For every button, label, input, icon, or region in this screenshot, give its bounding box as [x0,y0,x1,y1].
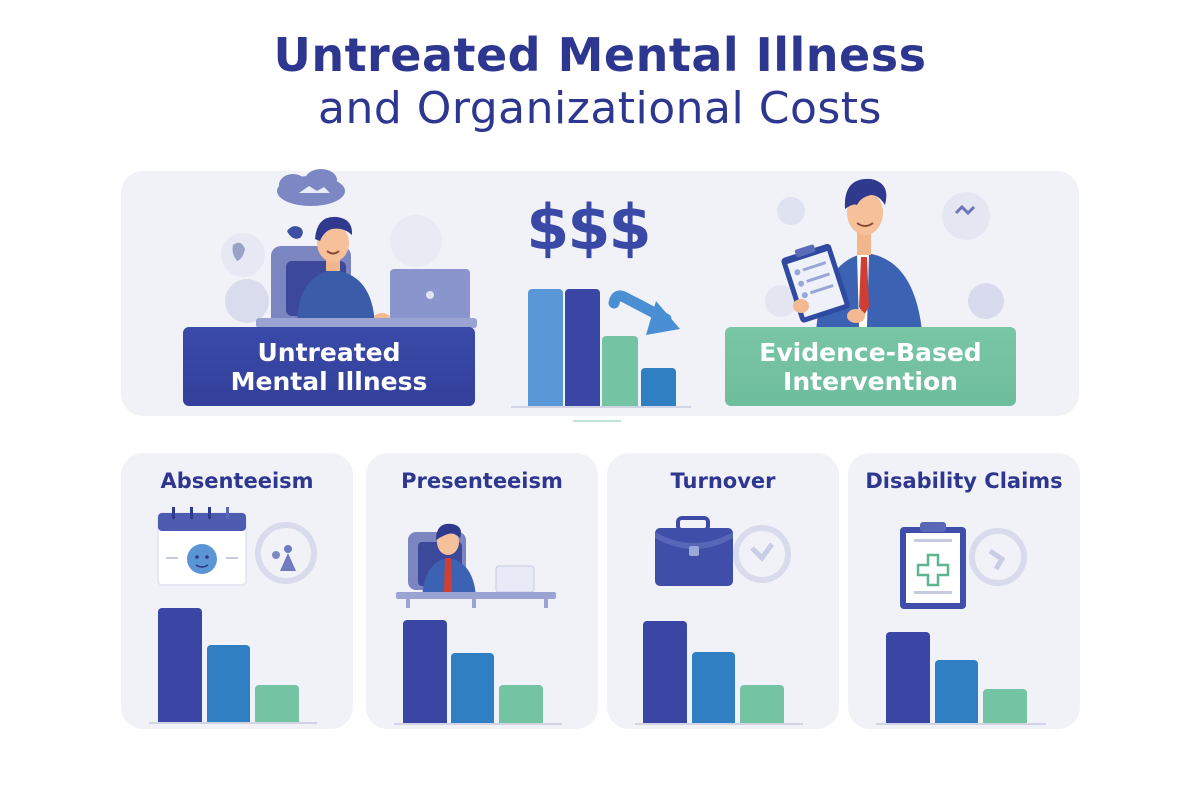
card-presenteeism: Presenteeism [366,453,598,729]
professional-with-clipboard-icon [765,178,1004,331]
chart-bar [207,645,250,722]
dollar-signs-icon: $$$ [526,191,651,264]
hero-panel: Untreated Mental Illness $$$ [121,169,1079,422]
chart-underline [573,420,621,422]
page-title: Untreated Mental Illness and Organizatio… [0,28,1200,136]
chart-bar [158,608,202,722]
chart-bar [643,621,687,723]
untreated-mental-illness-label: Untreated Mental Illness [183,327,475,406]
chart-bar [641,368,676,406]
cloud-thought-icon [277,169,345,206]
person-at-desk-icon [396,523,556,608]
calendar-icon [157,507,317,586]
card-turnover: Turnover [607,453,839,729]
title-line-2: and Organizational Costs [318,83,882,134]
chart-bar [499,685,543,723]
card-title: Absenteeism [160,469,314,493]
chart-bar [692,652,735,723]
chart-baseline [511,406,691,408]
chart-bar [451,653,494,723]
chart-bar [740,685,784,723]
card-disability-claims: Disability Claims [848,453,1080,729]
card-absenteeism: Absenteeism [121,453,353,729]
card-title: Presenteeism [401,469,563,493]
left-label-line-1: Untreated [257,337,401,367]
chart-bar [255,685,299,722]
chart-bar [886,632,930,723]
worried-person-at-desk-icon [221,169,477,328]
chart-baseline [635,723,803,725]
chart-bar [528,289,563,406]
card-title: Disability Claims [865,469,1063,493]
chart-bar [403,620,447,723]
chart-baseline [876,723,1046,725]
right-label-line-2: Intervention [783,366,958,396]
chart-baseline [149,722,317,724]
chart-bar [935,660,978,723]
chart-bar [565,289,600,406]
chart-bar [602,336,638,406]
right-label-line-1: Evidence-Based [759,337,982,367]
title-line-1: Untreated Mental Illness [273,28,927,82]
evidence-based-intervention-label: Evidence-Based Intervention [725,327,1016,406]
chart-baseline [394,723,562,725]
left-label-line-2: Mental Illness [230,366,428,396]
card-title: Turnover [670,469,776,493]
medical-clipboard-icon [900,522,1027,609]
chart-bar [983,689,1027,723]
downward-arrow-icon [608,290,680,335]
briefcase-icon [655,516,791,586]
